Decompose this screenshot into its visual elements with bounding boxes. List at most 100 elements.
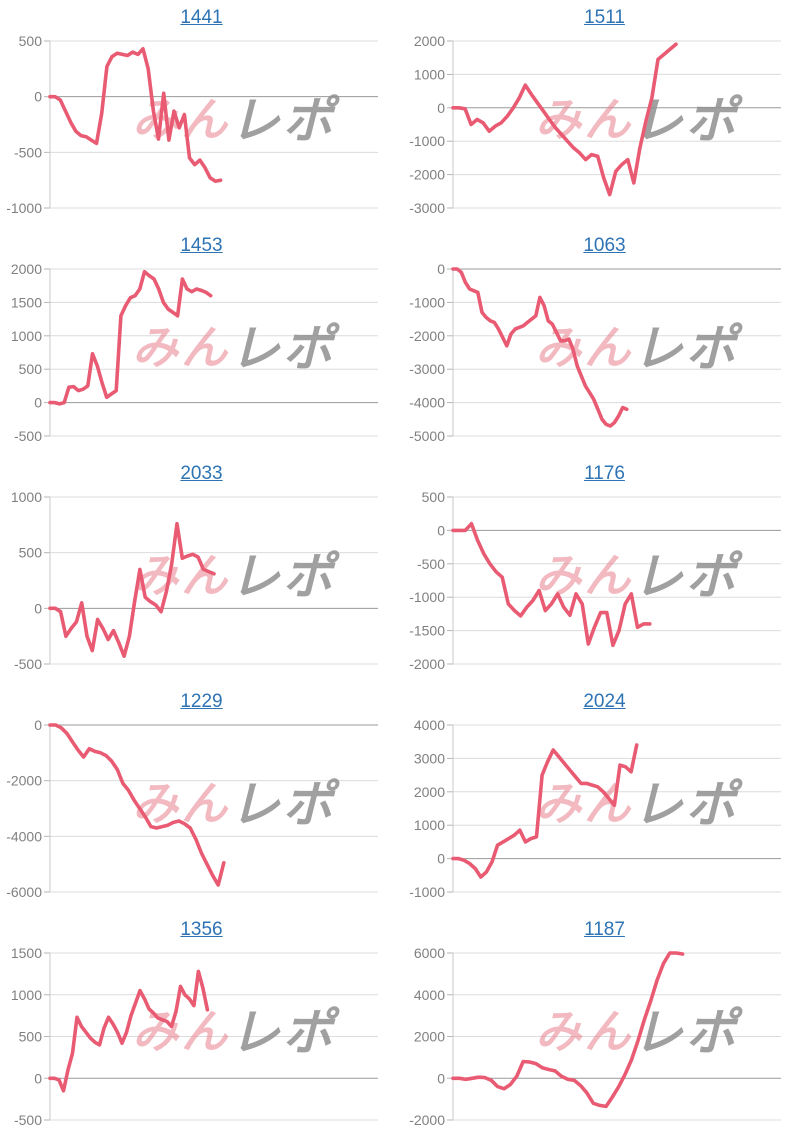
y-tick-label: 1500 xyxy=(11,294,42,310)
y-tick-label: -4000 xyxy=(6,828,42,844)
y-tick-label: -1000 xyxy=(409,589,445,605)
machine-number-link[interactable]: 1063 xyxy=(583,235,626,256)
y-tick-label: 0 xyxy=(437,262,445,277)
y-tick-label: -1000 xyxy=(409,133,445,149)
chart-title-row: 2024 xyxy=(403,684,806,718)
y-tick-label: 3000 xyxy=(414,750,445,766)
y-tick-label: -6000 xyxy=(6,884,42,900)
line-chart: 1000 500 0 -500 みん レポ xyxy=(11,490,378,672)
watermark-gray-logo: レポ xyxy=(230,92,341,148)
machine-number-link[interactable]: 2024 xyxy=(583,691,626,712)
chart-title-row: 1187 xyxy=(403,912,806,946)
y-tick-label: 0 xyxy=(437,522,445,538)
y-tick-label: -1000 xyxy=(409,884,445,900)
series-line xyxy=(48,269,213,406)
watermark-pink-logo: みん xyxy=(535,321,633,373)
chart-cell: 1441 500 0 -500 -1000 みん レポ xyxy=(0,0,403,228)
machine-number-link[interactable]: 1187 xyxy=(584,919,625,940)
y-tick-label: 0 xyxy=(34,89,42,105)
line-chart: 2000 1500 1000 500 0 -500 みん レポ xyxy=(11,262,378,444)
y-tick-label: 500 xyxy=(19,1029,43,1045)
watermark-gray-logo: レポ xyxy=(230,548,341,604)
watermark-gray-logo: レポ xyxy=(633,1004,744,1060)
y-tick-label: -500 xyxy=(14,1112,42,1128)
y-tick-label: 500 xyxy=(422,490,446,505)
y-tick-label: 4000 xyxy=(414,987,445,1003)
chart-cell: 1063 0 -1000 -2000 -3000 -4000 -5000 みん レポ xyxy=(403,228,806,456)
machine-number-link[interactable]: 1356 xyxy=(180,919,223,940)
chart-title-row: 1229 xyxy=(0,684,403,718)
y-tick-label: -2000 xyxy=(409,656,445,672)
chart-title-row: 1441 xyxy=(0,0,403,34)
y-tick-label: -4000 xyxy=(409,395,445,411)
series-line xyxy=(451,743,639,879)
y-tick-label: 6000 xyxy=(414,946,445,961)
watermark-gray-logo: レポ xyxy=(633,548,744,604)
y-tick-label: 0 xyxy=(34,1070,42,1086)
chart-title-row: 2033 xyxy=(0,456,403,490)
line-chart: 500 0 -500 -1000 -1500 -2000 みん レポ xyxy=(409,490,781,672)
y-tick-label: -1500 xyxy=(409,623,445,639)
chart-cell: 2024 4000 3000 2000 1000 0 -1000 みん レポ xyxy=(403,684,806,912)
chart-cell: 1176 500 0 -500 -1000 -1500 -2000 みん レポ xyxy=(403,456,806,684)
line-chart: 500 0 -500 -1000 みん レポ xyxy=(6,34,378,216)
chart-title-row: 1453 xyxy=(0,228,403,262)
watermark-pink-logo: みん xyxy=(132,321,230,373)
y-tick-label: 2000 xyxy=(414,34,445,49)
series-line xyxy=(451,521,652,648)
machine-number-link[interactable]: 1453 xyxy=(180,235,223,256)
chart-title-row: 1511 xyxy=(403,0,806,34)
y-tick-label: 4000 xyxy=(414,718,445,733)
watermark-gray-logo: レポ xyxy=(230,776,341,832)
line-chart: 6000 4000 2000 0 -2000 みん レポ xyxy=(409,946,781,1128)
watermark-gray-logo: レポ xyxy=(230,1004,341,1060)
y-tick-label: 1500 xyxy=(11,946,42,961)
y-tick-label: 2000 xyxy=(414,1029,445,1045)
y-tick-label: 0 xyxy=(34,600,42,616)
chart-cell: 1453 2000 1500 1000 500 0 -500 みん レポ xyxy=(0,228,403,456)
y-tick-label: 1000 xyxy=(414,817,445,833)
watermark-pink-logo: みん xyxy=(132,93,230,145)
y-tick-label: -500 xyxy=(14,656,42,672)
watermark-pink-logo: みん xyxy=(132,1005,230,1057)
watermark-pink-logo: みん xyxy=(535,1005,633,1057)
y-tick-label: 1000 xyxy=(11,490,42,505)
y-tick-label: -3000 xyxy=(409,361,445,377)
machine-number-link[interactable]: 1441 xyxy=(180,7,223,28)
y-tick-label: -2000 xyxy=(6,773,42,789)
y-tick-label: 2000 xyxy=(11,262,42,277)
watermark-pink-logo: みん xyxy=(535,549,633,601)
y-tick-label: -5000 xyxy=(409,428,445,444)
machine-number-link[interactable]: 2033 xyxy=(180,463,223,484)
chart-cell: 2033 1000 500 0 -500 みん レポ xyxy=(0,456,403,684)
chart-title-row: 1176 xyxy=(403,456,806,490)
y-tick-label: 0 xyxy=(437,851,445,867)
y-tick-label: 1000 xyxy=(11,328,42,344)
y-tick-label: 0 xyxy=(34,718,42,733)
chart-title-row: 1356 xyxy=(0,912,403,946)
y-tick-label: -2000 xyxy=(409,167,445,183)
y-tick-label: -2000 xyxy=(409,328,445,344)
y-tick-label: 2000 xyxy=(414,784,445,800)
y-tick-label: 500 xyxy=(19,34,43,49)
y-tick-label: -500 xyxy=(417,556,445,572)
y-tick-label: 0 xyxy=(34,395,42,411)
watermark-pink-logo: みん xyxy=(132,549,230,601)
machine-number-link[interactable]: 1229 xyxy=(180,691,223,712)
chart-title-row: 1063 xyxy=(403,228,806,262)
watermark-gray-logo: レポ xyxy=(633,320,744,376)
series-line xyxy=(451,951,685,1109)
machine-number-link[interactable]: 1176 xyxy=(584,463,625,484)
y-tick-label: -2000 xyxy=(409,1112,445,1128)
series-line xyxy=(451,267,629,428)
series-line xyxy=(48,969,210,1093)
machine-number-link[interactable]: 1511 xyxy=(584,7,625,28)
line-chart: 0 -1000 -2000 -3000 -4000 -5000 みん レポ xyxy=(409,262,781,444)
watermark-gray-logo: レポ xyxy=(633,776,744,832)
y-tick-label: 1000 xyxy=(414,66,445,82)
chart-cell: 1356 1500 1000 500 0 -500 みん レポ xyxy=(0,912,403,1140)
y-tick-label: -1000 xyxy=(409,294,445,310)
